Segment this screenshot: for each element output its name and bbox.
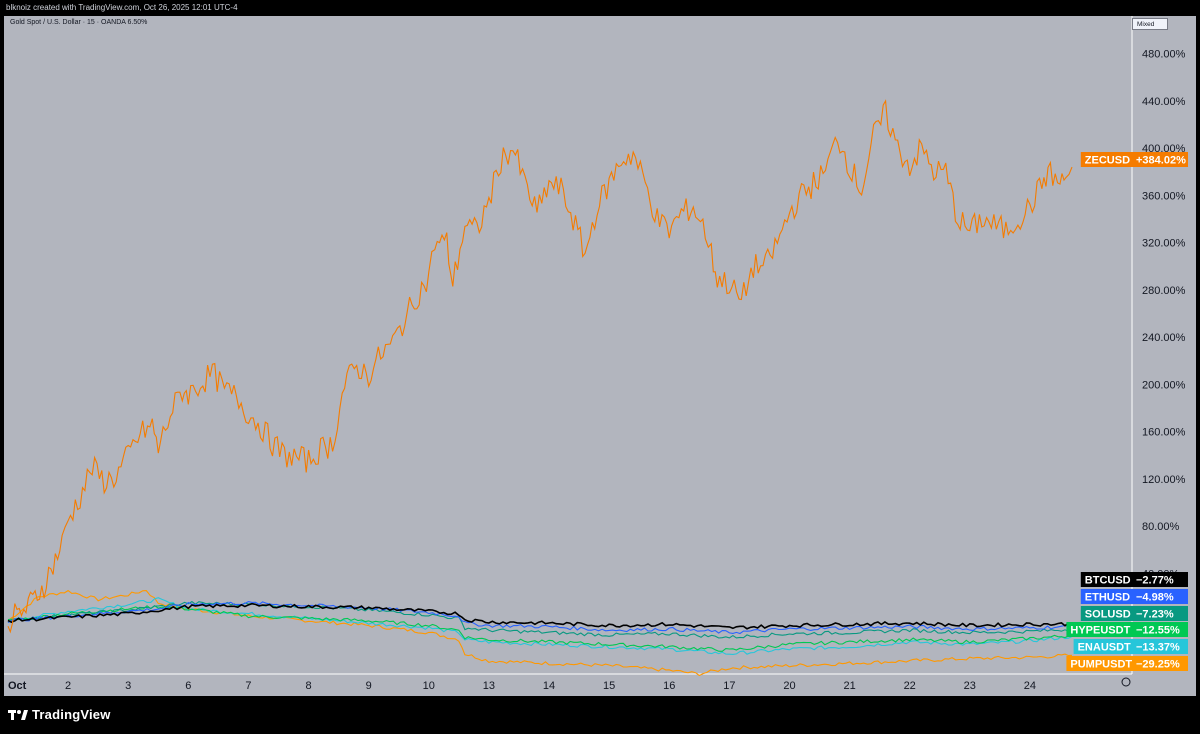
series-value-label: −4.98% xyxy=(1136,592,1174,604)
series-name-tag-bg xyxy=(1073,639,1132,654)
series-value-tag-bg xyxy=(1132,572,1188,587)
series-name-label: HYPEUSDT xyxy=(1070,625,1130,637)
y-tick-label: 480.00% xyxy=(1142,49,1186,61)
y-tick-label: 120.00% xyxy=(1142,474,1186,486)
brand-name: TradingView xyxy=(32,707,111,722)
series-value-label: −13.37% xyxy=(1136,642,1180,654)
x-tick-label: 13 xyxy=(483,680,495,692)
y-tick-label: 360.00% xyxy=(1142,190,1186,202)
series-line-solusd[interactable] xyxy=(7,600,1073,639)
y-tick-label: 240.00% xyxy=(1142,332,1186,344)
chart-area[interactable]: 480.00% 440.00% 400.00% 360.00% 320.00% 280.0… xyxy=(4,16,1196,696)
last-value-tag-btcusd[interactable]: BTCUSD −2.77% xyxy=(1080,572,1188,587)
series-name-label: ZECUSD xyxy=(1085,155,1130,167)
y-tick-label: 80.00% xyxy=(1142,521,1180,533)
footer-bar: TradingView xyxy=(0,696,1200,734)
x-tick-label: 16 xyxy=(663,680,675,692)
series-line-ethusd[interactable] xyxy=(7,601,1073,635)
y-tick-label: 160.00% xyxy=(1142,427,1186,439)
series-line-zecusd[interactable] xyxy=(7,99,1073,634)
scale-mode-button[interactable]: Mixed xyxy=(1132,18,1168,30)
attribution-bar: blknoiz created with TradingView.com, Oc… xyxy=(0,0,1200,16)
series-value-label: −29.25% xyxy=(1136,659,1180,671)
series-name-tag-bg xyxy=(1066,656,1132,671)
x-tick-label: 6 xyxy=(185,680,191,692)
scale-settings-icon[interactable] xyxy=(1121,677,1131,687)
series-value-label: −2.77% xyxy=(1136,575,1174,587)
series-name-label: ENAUSDT xyxy=(1078,642,1131,654)
series-value-tag-bg xyxy=(1132,622,1188,637)
x-tick-label: 2 xyxy=(65,680,71,692)
y-tick-label: 200.00% xyxy=(1142,379,1186,391)
price-axis[interactable] xyxy=(1132,16,1196,674)
series-name-tag-bg xyxy=(1080,572,1132,587)
series-name-tag-bg xyxy=(1080,589,1132,604)
x-tick-label: 3 xyxy=(125,680,131,692)
x-tick-label: Oct xyxy=(8,680,27,692)
series-value-label: +384.02% xyxy=(1136,155,1186,167)
series-line-btcusd[interactable] xyxy=(7,602,1073,630)
symbol-legend[interactable]: Gold Spot / U.S. Dollar · 15 · OANDA 6.5… xyxy=(10,19,148,26)
x-tick-label: 23 xyxy=(964,680,976,692)
price-chart[interactable]: 480.00%440.00%400.00%360.00%320.00%280.0… xyxy=(4,16,1196,696)
x-tick-label: 17 xyxy=(723,680,735,692)
last-value-tag-hypeusdt[interactable]: HYPEUSDT −12.55% xyxy=(1066,622,1188,637)
tradingview-brand[interactable]: TradingView xyxy=(8,707,111,722)
x-tick-label: 15 xyxy=(603,680,615,692)
last-value-tag-pumpusdt[interactable]: PUMPUSDT −29.25% xyxy=(1066,656,1188,671)
series-value-tag-bg xyxy=(1132,606,1188,621)
y-tick-label: 320.00% xyxy=(1142,238,1186,250)
last-value-tag-ethusd[interactable]: ETHUSD −4.98% xyxy=(1080,589,1188,604)
series-name-label: PUMPUSDT xyxy=(1070,659,1132,671)
x-tick-label: 14 xyxy=(543,680,555,692)
series-name-label: ETHUSD xyxy=(1085,592,1130,604)
series-name-label: BTCUSD xyxy=(1085,575,1131,587)
series-name-tag-bg xyxy=(1066,622,1132,637)
x-tick-label: 7 xyxy=(245,680,251,692)
tradingview-logo-icon xyxy=(8,709,28,720)
x-tick-label: 21 xyxy=(843,680,855,692)
series-value-label: −7.23% xyxy=(1136,609,1174,621)
x-tick-label: 8 xyxy=(306,680,312,692)
y-tick-label: 440.00% xyxy=(1142,96,1186,108)
x-tick-label: 9 xyxy=(366,680,372,692)
series-line-hypeusdt[interactable] xyxy=(7,605,1073,652)
series-line-pumpusdt[interactable] xyxy=(7,589,1073,677)
series-value-tag-bg xyxy=(1132,639,1188,654)
last-value-tag-zecusd[interactable]: ZECUSD +384.02% xyxy=(1080,152,1188,167)
x-tick-label: 22 xyxy=(904,680,916,692)
x-tick-label: 20 xyxy=(783,680,795,692)
series-value-tag-bg xyxy=(1132,589,1188,604)
series-name-tag-bg xyxy=(1080,606,1132,621)
x-tick-label: 24 xyxy=(1024,680,1036,692)
attribution-text: blknoiz created with TradingView.com, Oc… xyxy=(6,3,238,12)
series-name-label: SOLUSD xyxy=(1085,609,1131,621)
last-value-tag-enausdt[interactable]: ENAUSDT −13.37% xyxy=(1073,639,1188,654)
series-value-tag-bg xyxy=(1132,152,1188,167)
time-axis[interactable] xyxy=(4,674,1196,696)
x-tick-label: 10 xyxy=(423,680,435,692)
last-value-tag-solusd[interactable]: SOLUSD −7.23% xyxy=(1080,606,1188,621)
y-tick-label: 280.00% xyxy=(1142,285,1186,297)
series-value-tag-bg xyxy=(1132,656,1188,671)
series-value-label: −12.55% xyxy=(1136,625,1180,637)
series-name-tag-bg xyxy=(1080,152,1132,167)
